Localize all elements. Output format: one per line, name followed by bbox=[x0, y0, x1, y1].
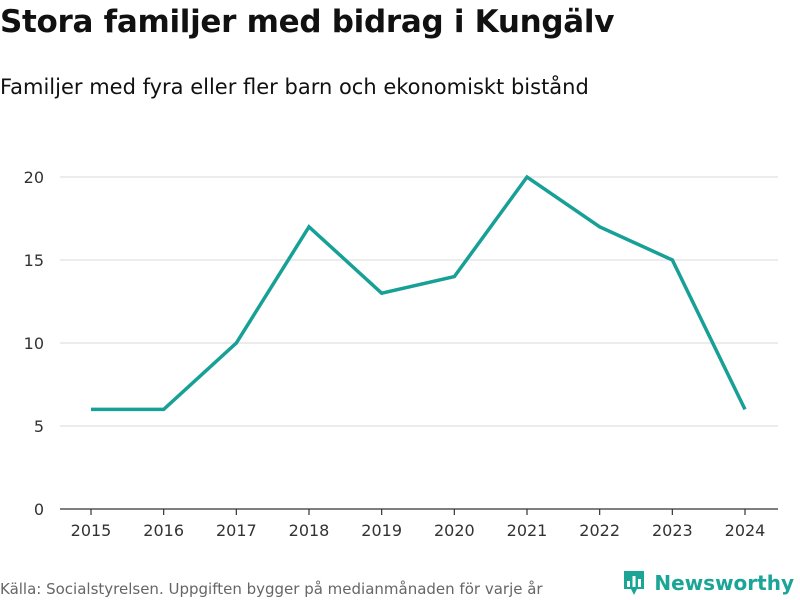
x-tick-label-2016: 2016 bbox=[143, 521, 184, 540]
chart-subtitle: Familjer med fyra eller fler barn och ek… bbox=[0, 75, 589, 99]
y-gridlines bbox=[60, 176, 778, 427]
y-tick-labels: 0 5 10 15 20 bbox=[24, 168, 44, 519]
x-tick-label-2023: 2023 bbox=[652, 521, 693, 540]
y-tick-label-0: 0 bbox=[34, 500, 44, 519]
y-tick-label-15: 15 bbox=[24, 251, 44, 270]
y-tick-label-10: 10 bbox=[24, 334, 44, 353]
x-tick-labels: 2015 2016 2017 2018 2019 2020 2021 2022 2023 2024 bbox=[71, 521, 766, 540]
newsworthy-logo: Newsworthy bbox=[622, 569, 794, 597]
x-tick-label-2015: 2015 bbox=[71, 521, 112, 540]
chart-title: Stora familjer med bidrag i Kungälv bbox=[0, 4, 615, 40]
series-layer bbox=[90, 174, 747, 412]
y-tick-label-20: 20 bbox=[24, 168, 44, 187]
source-note: Källa: Socialstyrelsen. Uppgiften bygger… bbox=[0, 580, 543, 598]
logo-text: Newsworthy bbox=[654, 571, 794, 595]
x-tick-label-2020: 2020 bbox=[434, 521, 475, 540]
x-axis bbox=[60, 508, 778, 515]
x-tick-label-2017: 2017 bbox=[216, 521, 257, 540]
x-tick-label-2018: 2018 bbox=[289, 521, 330, 540]
x-tick-label-2022: 2022 bbox=[579, 521, 620, 540]
series-line-0 bbox=[91, 174, 747, 412]
bar-chart-icon bbox=[624, 571, 645, 595]
x-tick-label-2024: 2024 bbox=[725, 521, 766, 540]
x-tick-label-2021: 2021 bbox=[507, 521, 548, 540]
y-tick-label-5: 5 bbox=[34, 417, 44, 436]
x-tick-label-2019: 2019 bbox=[361, 521, 402, 540]
